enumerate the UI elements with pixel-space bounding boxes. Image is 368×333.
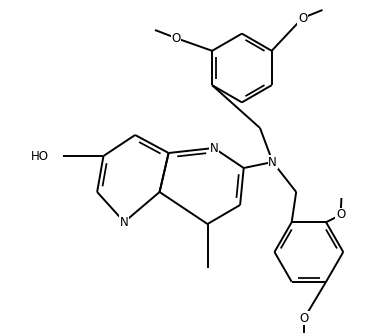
Text: O: O <box>300 311 309 324</box>
Text: O: O <box>336 208 345 221</box>
Text: N: N <box>209 142 218 155</box>
Text: O: O <box>298 12 307 25</box>
Text: N: N <box>268 156 277 168</box>
Text: N: N <box>120 215 129 228</box>
Text: O: O <box>171 32 180 45</box>
Text: HO: HO <box>31 150 49 163</box>
